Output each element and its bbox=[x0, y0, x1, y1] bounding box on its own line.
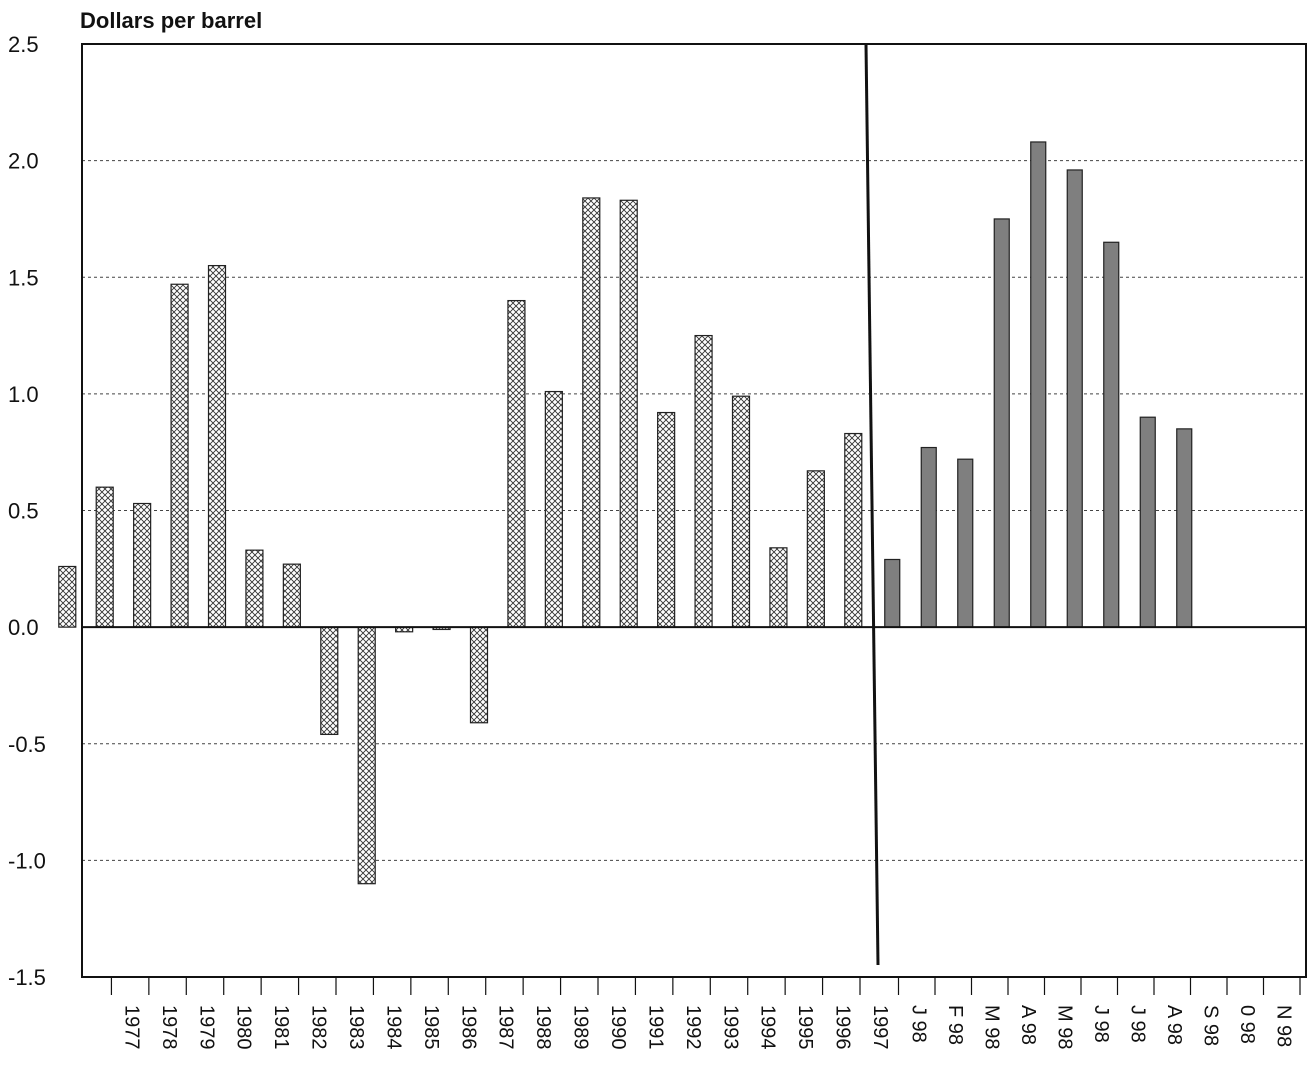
x-tick-label: N 98 bbox=[1273, 1005, 1295, 1047]
x-tick-label: J 98 bbox=[908, 1005, 930, 1043]
x-tick-label: 1985 bbox=[420, 1005, 442, 1050]
x-tick-label: 0 98 bbox=[1236, 1005, 1258, 1044]
bar bbox=[884, 558, 901, 628]
y-axis-ticks: 2.5 2.0 1.5 1.0 0.5 0.0 -0.5 -1.0 -1.5 bbox=[8, 32, 46, 990]
bar bbox=[694, 334, 713, 628]
bar bbox=[806, 470, 825, 628]
bar bbox=[1030, 141, 1047, 628]
y-tick-label: -0.5 bbox=[8, 732, 46, 757]
x-tick-label: A 98 bbox=[1017, 1005, 1039, 1045]
x-tick-label: M 98 bbox=[1054, 1005, 1076, 1049]
bar bbox=[507, 299, 526, 628]
bar bbox=[544, 390, 563, 628]
bar bbox=[993, 218, 1010, 628]
x-tick-label: 1987 bbox=[495, 1005, 517, 1050]
x-tick-label: 1990 bbox=[607, 1005, 629, 1050]
x-tick-label: 1989 bbox=[570, 1005, 592, 1050]
bar bbox=[357, 626, 376, 885]
x-tick-label: F 98 bbox=[944, 1005, 966, 1045]
bars bbox=[58, 141, 1193, 885]
y-tick-label: 0.5 bbox=[8, 499, 39, 524]
bar bbox=[844, 432, 863, 628]
x-tick-label: 1983 bbox=[345, 1005, 367, 1050]
x-tick-label: 1986 bbox=[457, 1005, 479, 1050]
y-tick-label: 1.5 bbox=[8, 265, 39, 290]
x-tick-label: 1979 bbox=[195, 1005, 217, 1050]
x-tick-label: 1996 bbox=[832, 1005, 854, 1050]
bar bbox=[731, 395, 751, 628]
bar bbox=[920, 446, 937, 628]
y-tick-label: -1.0 bbox=[8, 848, 46, 873]
x-tick-label: 1993 bbox=[719, 1005, 741, 1050]
bar bbox=[1139, 416, 1156, 628]
bar bbox=[619, 199, 638, 628]
x-tick-label: M 98 bbox=[981, 1005, 1003, 1049]
bar bbox=[469, 626, 489, 724]
x-tick-label: 1982 bbox=[308, 1005, 330, 1050]
y-tick-label: -1.5 bbox=[8, 965, 46, 990]
plot-border bbox=[81, 43, 1307, 978]
x-tick-label: 1978 bbox=[158, 1005, 180, 1050]
x-tick-label: 1995 bbox=[794, 1005, 816, 1050]
bar bbox=[282, 563, 301, 628]
x-tick-label: 1991 bbox=[644, 1005, 666, 1050]
bar bbox=[769, 547, 788, 628]
bar bbox=[170, 283, 189, 628]
x-tick-label: J 98 bbox=[1090, 1005, 1112, 1043]
bar bbox=[657, 411, 676, 628]
x-axis-ticks: 1977 1978 1979 1980 1981 1982 1983 1984 1985 1986… bbox=[110, 977, 1313, 1050]
x-tick-label: 1984 bbox=[382, 1005, 404, 1050]
plot-frame bbox=[81, 43, 1307, 978]
bar bbox=[58, 565, 77, 628]
y-tick-label: 2.5 bbox=[8, 32, 39, 57]
x-tick-label: A 98 bbox=[1163, 1005, 1185, 1045]
gridlines bbox=[82, 160, 1306, 861]
chart-title: Dollars per barrel bbox=[80, 8, 262, 33]
x-tick-label: 1988 bbox=[532, 1005, 554, 1050]
x-tick-label: 1992 bbox=[682, 1005, 704, 1050]
x-tick-label: S 98 bbox=[1200, 1005, 1222, 1046]
x-tick-label: 1997 bbox=[869, 1005, 891, 1050]
x-tick-label: 1994 bbox=[757, 1005, 779, 1050]
x-tick-label: 1980 bbox=[233, 1005, 255, 1050]
bar bbox=[207, 264, 227, 628]
bar bbox=[957, 458, 974, 628]
bar bbox=[1103, 241, 1120, 628]
x-tick-label: J 98 bbox=[1127, 1005, 1149, 1043]
y-tick-label: 1.0 bbox=[8, 382, 39, 407]
bar bbox=[1176, 428, 1193, 628]
bar bbox=[95, 486, 114, 628]
x-tick-label: D 98 bbox=[1309, 1005, 1313, 1047]
bar bbox=[133, 502, 152, 628]
bar bbox=[245, 549, 264, 628]
panel-divider bbox=[864, 43, 880, 966]
x-tick-label: 1981 bbox=[270, 1005, 292, 1050]
bar bbox=[320, 626, 339, 736]
x-tick-label: 1977 bbox=[120, 1005, 142, 1050]
y-tick-label: 2.0 bbox=[8, 149, 39, 174]
y-tick-label: 0.0 bbox=[8, 615, 39, 640]
bar bbox=[1066, 169, 1083, 628]
bar bbox=[582, 197, 601, 628]
